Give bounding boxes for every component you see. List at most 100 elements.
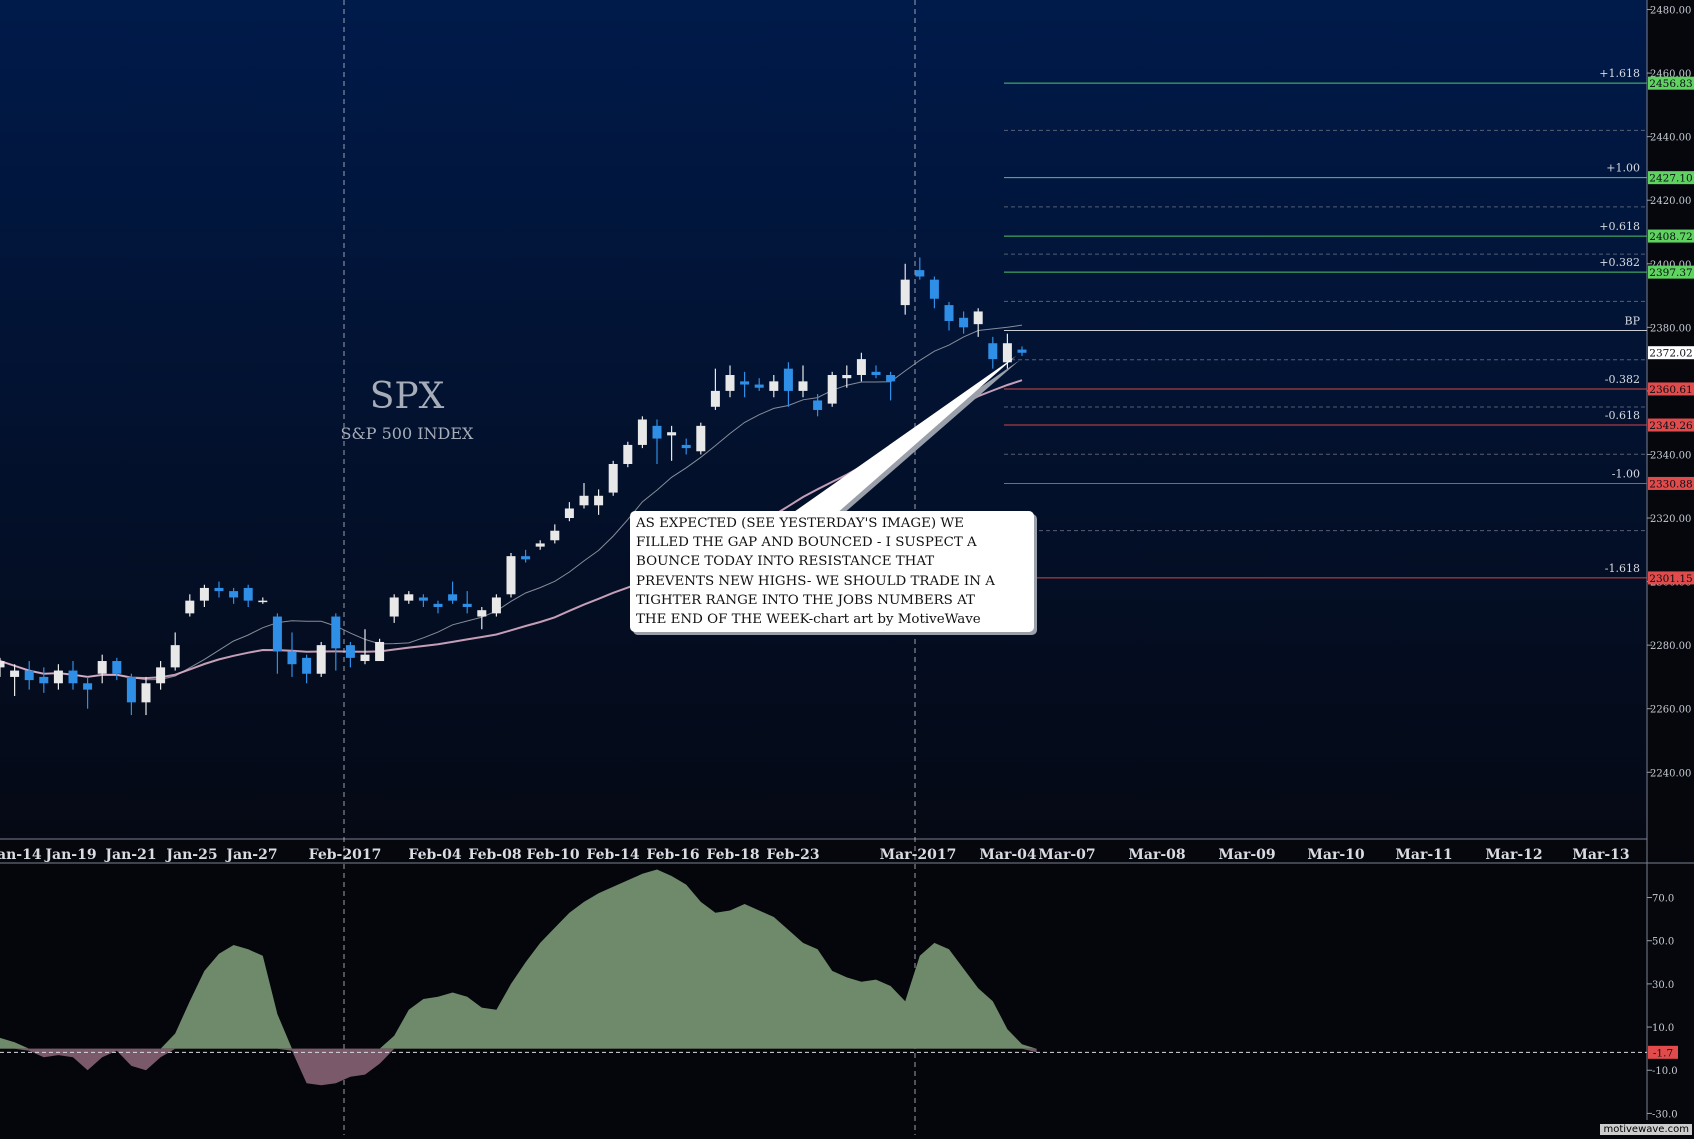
- price-tick-label: 2380.00: [1650, 323, 1691, 334]
- candle: [97, 654, 107, 684]
- candle-body: [988, 343, 998, 360]
- candle: [448, 581, 458, 604]
- candle-body: [944, 305, 954, 321]
- oscillator-tick-label: 10.0: [1652, 1023, 1674, 1034]
- candle: [477, 607, 487, 630]
- time-axis-label: Feb-10: [526, 847, 579, 863]
- fib-price-badge: [1648, 229, 1694, 243]
- candle-body: [550, 530, 560, 541]
- candle-body: [1017, 349, 1027, 353]
- time-axis-label: Jan-14: [0, 847, 42, 863]
- price-tick-label: 2440.00: [1650, 133, 1691, 144]
- oscillator-tick-label: 30.0: [1652, 980, 1674, 991]
- candle: [360, 629, 370, 665]
- candle-body: [229, 591, 239, 598]
- candle-body: [83, 683, 93, 690]
- time-axis-label: Jan-25: [164, 847, 217, 863]
- time-axis-label: Jan-21: [103, 847, 156, 863]
- candle-body: [389, 597, 399, 617]
- candle-body: [842, 375, 852, 379]
- candle-body: [973, 311, 983, 325]
- fib-price-badge-label: 2408.72: [1649, 231, 1692, 243]
- candle-body: [462, 603, 472, 608]
- candle: [331, 613, 341, 671]
- candle: [53, 664, 63, 690]
- candle-body: [769, 381, 779, 391]
- candle-body: [594, 495, 604, 506]
- candle-body: [608, 463, 618, 493]
- symbol-title: SPX: [370, 376, 445, 417]
- fib-level-label: -1.00: [1612, 467, 1640, 480]
- candle: [39, 667, 49, 693]
- candle-body: [316, 645, 326, 674]
- candle: [929, 276, 939, 309]
- candle: [535, 540, 545, 550]
- fib-price-badge-label: 2360.61: [1649, 384, 1692, 396]
- price-badges: 2456.83 2427.10 2408.72 2397.37 2360.61 2349.…: [1648, 76, 1694, 585]
- candle: [740, 371, 750, 398]
- candle-body: [725, 375, 735, 391]
- fib-price-badge-label: 2427.10: [1649, 173, 1692, 185]
- candle-body: [856, 359, 866, 376]
- time-axis-label: Feb-16: [646, 847, 699, 863]
- candle-body: [871, 371, 881, 376]
- candle-body: [564, 508, 574, 519]
- candle: [988, 336, 998, 369]
- fib-price-badge-label: 2349.26: [1649, 420, 1693, 432]
- candle-body: [53, 670, 63, 684]
- candle-body: [375, 641, 385, 662]
- candle-body: [360, 654, 370, 662]
- time-axis-label: Feb-08: [468, 847, 521, 863]
- last-price-badge: [1648, 346, 1694, 360]
- fib-level-label: +0.382: [1599, 256, 1640, 269]
- time-axis-label: Mar-09: [1218, 847, 1275, 863]
- candle-body: [39, 676, 49, 684]
- candle: [83, 676, 93, 709]
- candle: [871, 365, 881, 379]
- candle: [856, 352, 866, 382]
- time-axis-label: Mar-08: [1128, 847, 1185, 863]
- time-axis-label: Mar-2017: [880, 847, 957, 863]
- candle-body: [97, 661, 107, 674]
- candle-body: [345, 645, 355, 658]
- candle: [550, 524, 560, 544]
- fib-price-badge-label: 2330.88: [1649, 478, 1692, 490]
- fib-level-label: -0.618: [1605, 409, 1640, 422]
- candle: [316, 641, 326, 677]
- candle-body: [798, 381, 808, 391]
- watermark: motivewave.com: [1600, 1124, 1692, 1135]
- candles[interactable]: [0, 257, 1027, 716]
- candle: [579, 483, 589, 509]
- candle: [564, 502, 574, 522]
- time-axis-label: Mar-10: [1307, 847, 1364, 863]
- candle-body: [900, 279, 910, 306]
- time-axis-label: Feb-23: [766, 847, 819, 863]
- candle: [681, 438, 691, 455]
- fib-level-label: -0.382: [1605, 373, 1640, 386]
- fib-levels: +1.618 +1.00 +0.618 +0.382 BP -0.382 -0.618 -1.…: [1004, 67, 1647, 579]
- candle: [112, 657, 122, 681]
- candle-body: [170, 645, 180, 668]
- time-axis-label: Feb-14: [586, 847, 639, 863]
- candle-body: [302, 657, 312, 674]
- candle: [345, 641, 355, 668]
- candle: [594, 489, 604, 515]
- fib-level-label: -1.618: [1605, 562, 1640, 575]
- oscillator-value-badge: [1648, 1045, 1678, 1059]
- fib-price-badge: [1648, 76, 1694, 90]
- annotation-callout: AS EXPECTED (SEE YESTERDAY'S IMAGE) WE F…: [630, 511, 1034, 632]
- fib-price-badge: [1648, 418, 1694, 432]
- fib-price-badge-label: 2456.83: [1649, 78, 1692, 90]
- price-tick-label: 2240.00: [1650, 768, 1691, 779]
- oscillator-value-badge-label: -1.7: [1653, 1047, 1673, 1059]
- candle: [418, 594, 428, 608]
- candle: [24, 661, 34, 690]
- fib-level-label: +0.618: [1599, 220, 1640, 233]
- candle: [10, 664, 20, 696]
- index-subtitle: S&P 500 INDEX: [341, 424, 475, 443]
- price-tick-label: 2420.00: [1650, 196, 1691, 207]
- candle-body: [696, 425, 706, 452]
